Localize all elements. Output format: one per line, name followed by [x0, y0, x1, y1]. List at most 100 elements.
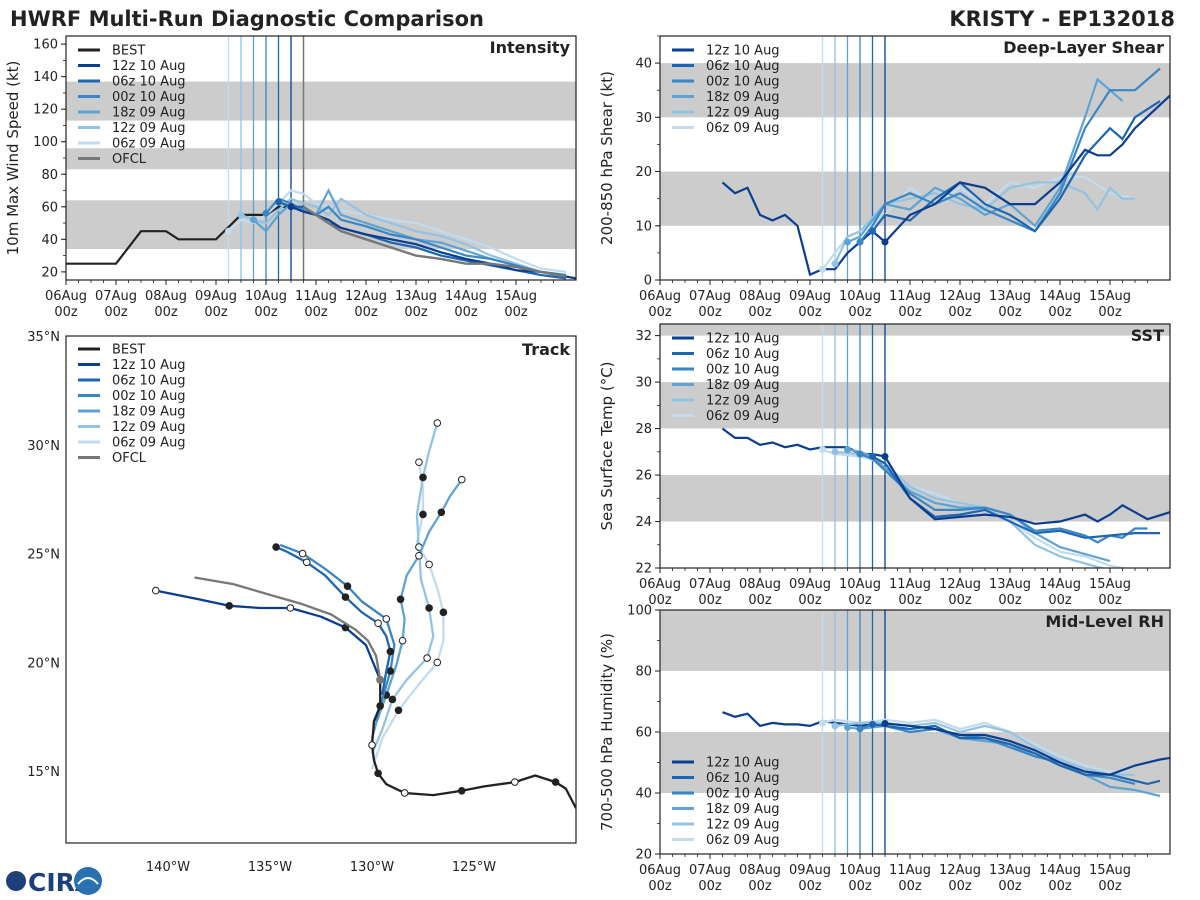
track-06z-09-aug-position-marker	[394, 706, 403, 715]
sst-xtick-label: 14Aug	[1039, 577, 1081, 592]
track-title: Track	[522, 340, 570, 359]
track-18z-09-aug-position-marker	[437, 508, 446, 517]
intensity-xtick-label: 14Aug	[445, 289, 487, 304]
sst-xtick-label: 09Aug	[789, 577, 831, 592]
track-legend-label: 00z 10 Aug	[112, 389, 186, 404]
intensity-ofcl-line	[302, 205, 567, 278]
rh-legend-label: 12z 10 Aug	[706, 756, 780, 771]
intensity-init-marker	[225, 227, 232, 235]
sst-legend-label: 18z 09 Aug	[706, 378, 780, 393]
track-lon-label: 135°W	[248, 860, 292, 875]
sst-init-marker	[831, 448, 839, 456]
sst-threshold-band	[660, 324, 1170, 336]
sst-xtick-label-hour: 00z	[1098, 593, 1122, 608]
rh-init-marker	[844, 723, 851, 731]
sst-xtick-label: 11Aug	[889, 577, 931, 592]
shear-xtick-label-hour: 00z	[798, 305, 822, 320]
track-06z-09-aug-position-marker	[415, 458, 423, 467]
sst-frame	[659, 323, 1171, 569]
shear-xtick-label-hour: 00z	[948, 305, 972, 320]
intensity-best-line	[66, 205, 304, 265]
sst-legend-label: 06z 09 Aug	[706, 409, 780, 424]
shear-xtick-label-hour: 00z	[1048, 305, 1072, 320]
sst-ytick-label: 26	[635, 469, 652, 484]
sst-xtick-label-hour: 00z	[748, 593, 772, 608]
rh-legend-label: 06z 09 Aug	[706, 833, 780, 848]
rh-xtick-label: 12Aug	[939, 863, 981, 878]
intensity-xtick-label-hour: 00z	[304, 305, 328, 320]
track-12z-09-aug-position-marker	[423, 654, 431, 662]
intensity-legend-label: BEST	[112, 44, 145, 59]
rh-ytick-label: 80	[635, 665, 652, 680]
shear-series-06z-10-aug	[871, 100, 1161, 233]
shear-xtick-label: 06Aug	[639, 289, 681, 304]
intensity-legend-label: OFCL	[112, 152, 147, 167]
rh-legend-label: 12z 09 Aug	[706, 818, 780, 833]
intensity-threshold-band	[66, 148, 576, 170]
rh-legend-label: 00z 10 Aug	[706, 787, 780, 802]
shear-xtick-label: 08Aug	[739, 289, 781, 304]
track-best-line	[370, 679, 576, 809]
track-ofcl-line	[194, 576, 382, 680]
rh-init-marker	[819, 719, 826, 727]
sst-ytick-label: 32	[635, 329, 652, 344]
rh-xtick-label-hour: 00z	[948, 879, 972, 894]
shear-ytick-label: 0	[644, 274, 652, 289]
track-06z-10-aug-position-marker	[374, 619, 382, 628]
intensity-xtick-label-hour: 00z	[254, 305, 278, 320]
track-18z-09-aug-position-marker	[457, 475, 466, 484]
rh-xtick-label-hour: 00z	[1048, 879, 1072, 894]
rh-xtick-label-hour: 00z	[648, 879, 672, 894]
track-lon-label: 125°W	[452, 860, 496, 875]
shear-ylabel: 200-850 hPa Shear (kt)	[598, 71, 616, 245]
sst-xtick-label-hour: 00z	[1048, 593, 1072, 608]
rh-xtick-label-hour: 00z	[798, 879, 822, 894]
track-12z-09-aug-position-marker	[388, 695, 397, 704]
track-legend-label: 12z 09 Aug	[112, 420, 186, 435]
track-best-position-marker	[376, 702, 384, 710]
sst-plot-area	[660, 324, 1170, 568]
sst-ytick-label: 24	[635, 515, 652, 530]
track-lat-label: 35°N	[27, 330, 60, 345]
intensity-legend-label: 12z 09 Aug	[112, 121, 186, 136]
intensity-init-marker	[287, 203, 295, 211]
track-06z-10-aug-position-marker	[341, 593, 350, 601]
shear-ytick-label: 40	[635, 57, 652, 72]
rh-ytick-label: 20	[635, 848, 652, 863]
rh-legend-label: 06z 10 Aug	[706, 771, 780, 786]
track-best-position-marker	[368, 741, 376, 749]
shear-plot-area	[660, 36, 1170, 280]
track-06z-10-aug-position-marker	[302, 558, 311, 567]
track-06z-09-aug-position-marker	[439, 608, 448, 617]
track-lon-label: 140°W	[146, 860, 190, 875]
sst-threshold-band	[660, 475, 1170, 522]
sst-init-marker	[819, 445, 826, 453]
intensity-xtick-label: 11Aug	[295, 289, 337, 304]
shear-init-marker	[831, 260, 839, 268]
intensity-ytick-label: 140	[33, 70, 58, 85]
sst-threshold-band	[660, 382, 1170, 429]
intensity-title: Intensity	[490, 38, 571, 57]
rh-title: Mid-Level RH	[1045, 612, 1164, 631]
sst-xtick-label: 12Aug	[939, 577, 981, 592]
track-00z-10-aug-position-marker	[382, 615, 391, 623]
sst-xtick-label-hour: 00z	[948, 593, 972, 608]
intensity-series-06z-09-aug	[227, 189, 567, 273]
rh-xtick-label: 07Aug	[689, 863, 731, 878]
shear-xtick-label-hour: 00z	[848, 305, 872, 320]
intensity-xtick-label-hour: 00z	[454, 305, 478, 320]
shear-xtick-label-hour: 00z	[1098, 305, 1122, 320]
shear-threshold-band	[660, 63, 1170, 118]
shear-ytick-label: 30	[635, 111, 652, 126]
track-00z-10-aug-position-marker	[343, 582, 352, 591]
shear-xtick-label: 12Aug	[939, 289, 981, 304]
track-lon-label: 130°W	[350, 860, 394, 875]
rh-init-marker	[831, 722, 839, 730]
intensity-series-12z-09-aug	[240, 197, 567, 277]
sst-xtick-label: 13Aug	[989, 577, 1031, 592]
shear-init-marker	[856, 238, 864, 246]
track-panel: 15°N 20°N 25°N 30°N 35°N 140°W 135°W 130°W 125°W…	[27, 330, 577, 875]
intensity-ytick-label: 80	[41, 168, 58, 183]
shear-xtick-label-hour: 00z	[698, 305, 722, 320]
shear-xtick-label-hour: 00z	[648, 305, 672, 320]
